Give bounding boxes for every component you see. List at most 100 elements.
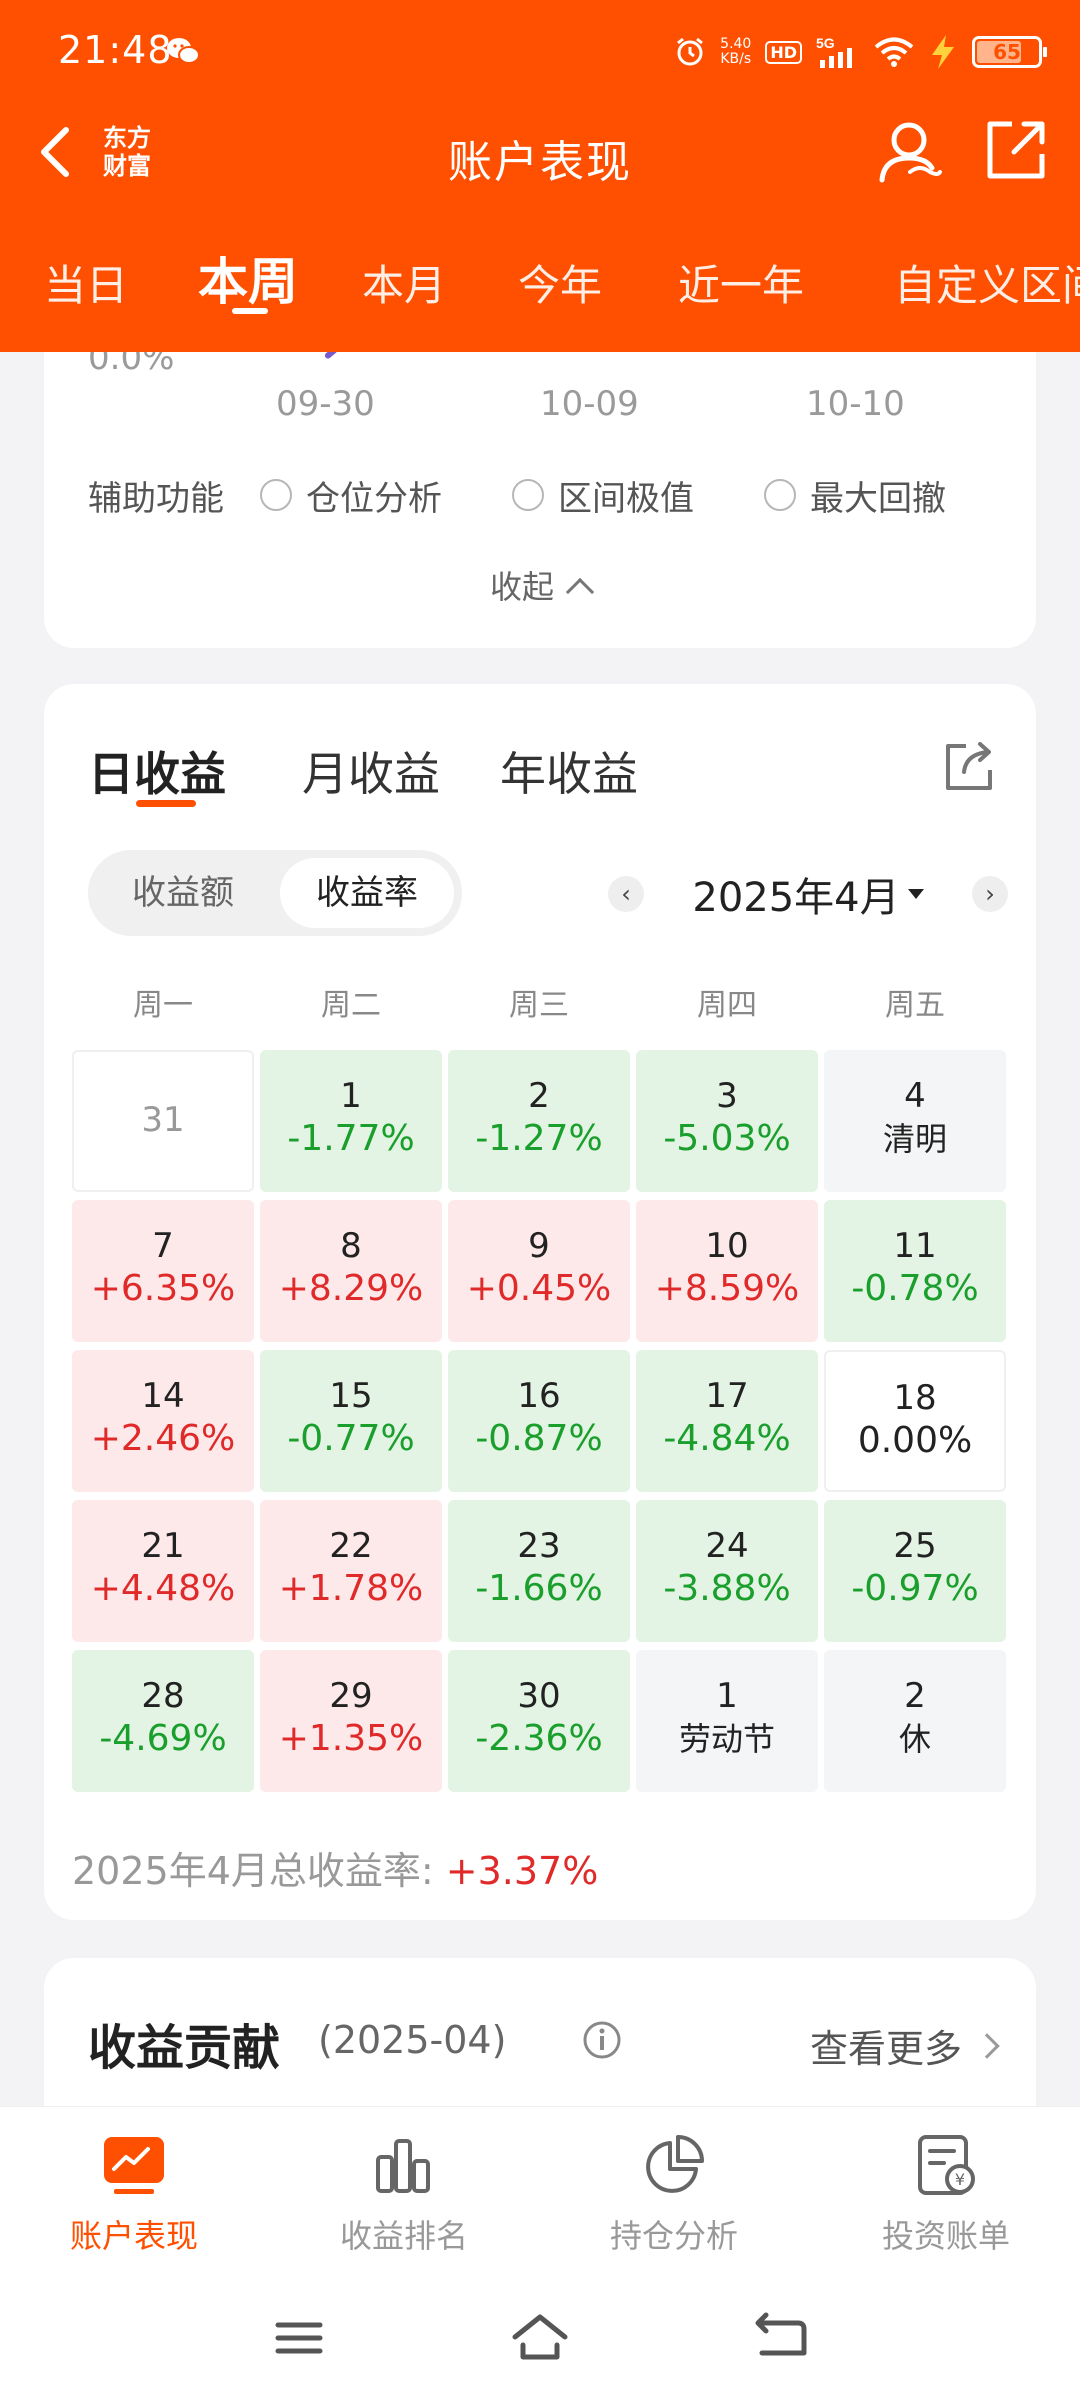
calendar-day-cell[interactable]: 3 -5.03% bbox=[636, 1050, 818, 1192]
day-number: 15 bbox=[329, 1376, 373, 1416]
back-arrow-icon[interactable] bbox=[36, 124, 76, 180]
day-number: 17 bbox=[705, 1376, 749, 1416]
nav-investment-bill[interactable]: ¥ 投资账单 bbox=[846, 2131, 1046, 2257]
returns-calendar-card: 日收益 月收益 年收益 收益额 收益率 ‹ 2025年4月 › 周一 周二 周三… bbox=[44, 684, 1036, 1920]
home-icon[interactable] bbox=[505, 2303, 575, 2373]
info-icon[interactable] bbox=[582, 2020, 622, 2060]
day-number: 21 bbox=[141, 1526, 185, 1566]
calendar-day-cell[interactable]: 4 清明 bbox=[824, 1050, 1006, 1192]
calendar-day-cell[interactable]: 29 +1.35% bbox=[260, 1650, 442, 1792]
calendar-day-cell[interactable]: 23 -1.66% bbox=[448, 1500, 630, 1642]
chart-x-tick: 10-09 bbox=[540, 384, 639, 424]
calendar-day-cell[interactable]: 7 +6.35% bbox=[72, 1200, 254, 1342]
radio-max-drawdown[interactable]: 最大回撤 bbox=[764, 471, 946, 520]
calendar-day-cell[interactable]: 22 +1.78% bbox=[260, 1500, 442, 1642]
calendar-day-cell[interactable]: 28 -4.69% bbox=[72, 1650, 254, 1792]
tab-this-week[interactable]: 本周 bbox=[198, 253, 298, 311]
share-icon[interactable] bbox=[984, 118, 1048, 182]
eastmoney-logo: 东方 财富 bbox=[92, 118, 162, 186]
calendar-day-cell[interactable]: 8 +8.29% bbox=[260, 1200, 442, 1342]
weekday-label: 周一 bbox=[133, 988, 193, 1023]
tab-this-year[interactable]: 今年 bbox=[518, 261, 603, 310]
daily-return-rate: -1.66% bbox=[475, 1568, 603, 1609]
prev-month-button[interactable]: ‹ bbox=[608, 876, 644, 912]
tab-today[interactable]: 当日 bbox=[44, 261, 129, 310]
calendar-day-cell[interactable]: 16 -0.87% bbox=[448, 1350, 630, 1492]
collapse-button[interactable]: 收起 bbox=[44, 562, 1036, 608]
day-number: 1 bbox=[340, 1076, 362, 1116]
day-number: 14 bbox=[141, 1376, 185, 1416]
trend-chart-icon bbox=[104, 2137, 164, 2194]
calendar-day-cell[interactable]: 1 -1.77% bbox=[260, 1050, 442, 1192]
month-total-return: 2025年4月总收益率: +3.37% bbox=[72, 1849, 599, 1893]
next-month-button[interactable]: › bbox=[972, 876, 1008, 912]
tab-last-year[interactable]: 近一年 bbox=[678, 261, 805, 310]
calendar-day-cell[interactable]: 11 -0.78% bbox=[824, 1200, 1006, 1342]
status-right: 5.40 KB/s HD 5G 65 bbox=[674, 30, 1047, 74]
radio-circle bbox=[764, 479, 796, 511]
weekday-label: 周二 bbox=[321, 988, 381, 1023]
radio-range-extremes[interactable]: 区间极值 bbox=[512, 471, 694, 520]
amount-rate-toggle: 收益额 收益率 bbox=[88, 850, 462, 936]
calendar-day-cell[interactable]: 1 劳动节 bbox=[636, 1650, 818, 1792]
day-number: 22 bbox=[329, 1526, 373, 1566]
calendar-day-cell[interactable]: 25 -0.97% bbox=[824, 1500, 1006, 1642]
alarm-icon bbox=[677, 37, 704, 66]
day-number: 16 bbox=[517, 1376, 561, 1416]
calendar-day-cell[interactable]: 21 +4.48% bbox=[72, 1500, 254, 1642]
calendar-day-cell[interactable]: 10 +8.59% bbox=[636, 1200, 818, 1342]
tab-yearly-returns[interactable]: 年收益 bbox=[500, 747, 638, 801]
tab-daily-returns[interactable]: 日收益 bbox=[88, 747, 226, 801]
aux-functions: 辅助功能 仓位分析 区间极值 最大回撤 bbox=[88, 470, 1008, 520]
radio-position-analysis[interactable]: 仓位分析 bbox=[260, 471, 442, 520]
nav-account-performance[interactable]: 账户表现 bbox=[34, 2131, 234, 2257]
back-icon[interactable] bbox=[746, 2303, 816, 2373]
menu-icon[interactable] bbox=[264, 2303, 334, 2373]
day-number: 28 bbox=[141, 1676, 185, 1716]
calendar-day-cell[interactable]: 15 -0.77% bbox=[260, 1350, 442, 1492]
daily-return-rate: -2.36% bbox=[475, 1718, 603, 1759]
radio-circle bbox=[512, 479, 544, 511]
day-number: 31 bbox=[141, 1100, 185, 1140]
calendar-day-cell[interactable]: 31 bbox=[72, 1050, 254, 1192]
tab-custom-range[interactable]: 自定义区间 bbox=[894, 261, 1080, 310]
day-number: 10 bbox=[705, 1226, 749, 1266]
view-more-link[interactable]: 查看更多 bbox=[810, 2018, 1000, 2073]
nav-returns-ranking[interactable]: 收益排名 bbox=[304, 2131, 504, 2257]
calendar-day-cell[interactable]: 17 -4.84% bbox=[636, 1350, 818, 1492]
month-selector[interactable]: 2025年4月 bbox=[692, 865, 924, 923]
charging-icon bbox=[932, 35, 954, 69]
daily-return-rate: -4.84% bbox=[663, 1418, 791, 1459]
user-icon[interactable] bbox=[874, 116, 944, 186]
bar-chart-icon bbox=[376, 2139, 430, 2193]
nav-holdings-analysis[interactable]: 持仓分析 bbox=[574, 2131, 774, 2257]
svg-text:¥: ¥ bbox=[955, 2170, 965, 2189]
calendar-day-cell[interactable]: 9 +0.45% bbox=[448, 1200, 630, 1342]
day-number: 23 bbox=[517, 1526, 561, 1566]
contribution-title: 收益贡献 bbox=[88, 2020, 281, 2076]
toggle-rate[interactable]: 收益率 bbox=[280, 858, 454, 928]
calendar-day-cell[interactable]: 30 -2.36% bbox=[448, 1650, 630, 1792]
toggle-amount[interactable]: 收益额 bbox=[132, 873, 234, 913]
holiday-label: 清明 bbox=[882, 1120, 947, 1158]
export-icon[interactable] bbox=[942, 740, 996, 794]
calendar-day-cell[interactable]: 14 +2.46% bbox=[72, 1350, 254, 1492]
bill-icon: ¥ bbox=[918, 2135, 975, 2195]
tab-this-month[interactable]: 本月 bbox=[362, 261, 447, 310]
status-time: 21:48 bbox=[58, 28, 173, 72]
weekday-label: 周五 bbox=[885, 988, 945, 1023]
performance-chart-card: 0.0% 09-30 10-09 10-10 辅助功能 仓位分析 区间极值 最大… bbox=[44, 300, 1036, 648]
calendar-day-cell[interactable]: 18 0.00% bbox=[824, 1350, 1006, 1492]
chart-x-tick: 10-10 bbox=[806, 384, 905, 424]
contribution-date: (2025-04) bbox=[318, 2018, 507, 2062]
tab-monthly-returns[interactable]: 月收益 bbox=[302, 747, 440, 801]
daily-return-rate: -0.87% bbox=[475, 1418, 603, 1459]
holiday-label: 劳动节 bbox=[678, 1720, 775, 1758]
weekday-label: 周三 bbox=[509, 988, 569, 1023]
daily-return-rate: -5.03% bbox=[663, 1118, 791, 1159]
daily-return-rate: +8.29% bbox=[278, 1268, 424, 1309]
day-number: 9 bbox=[528, 1226, 550, 1266]
calendar-day-cell[interactable]: 2 -1.27% bbox=[448, 1050, 630, 1192]
calendar-day-cell[interactable]: 24 -3.88% bbox=[636, 1500, 818, 1642]
